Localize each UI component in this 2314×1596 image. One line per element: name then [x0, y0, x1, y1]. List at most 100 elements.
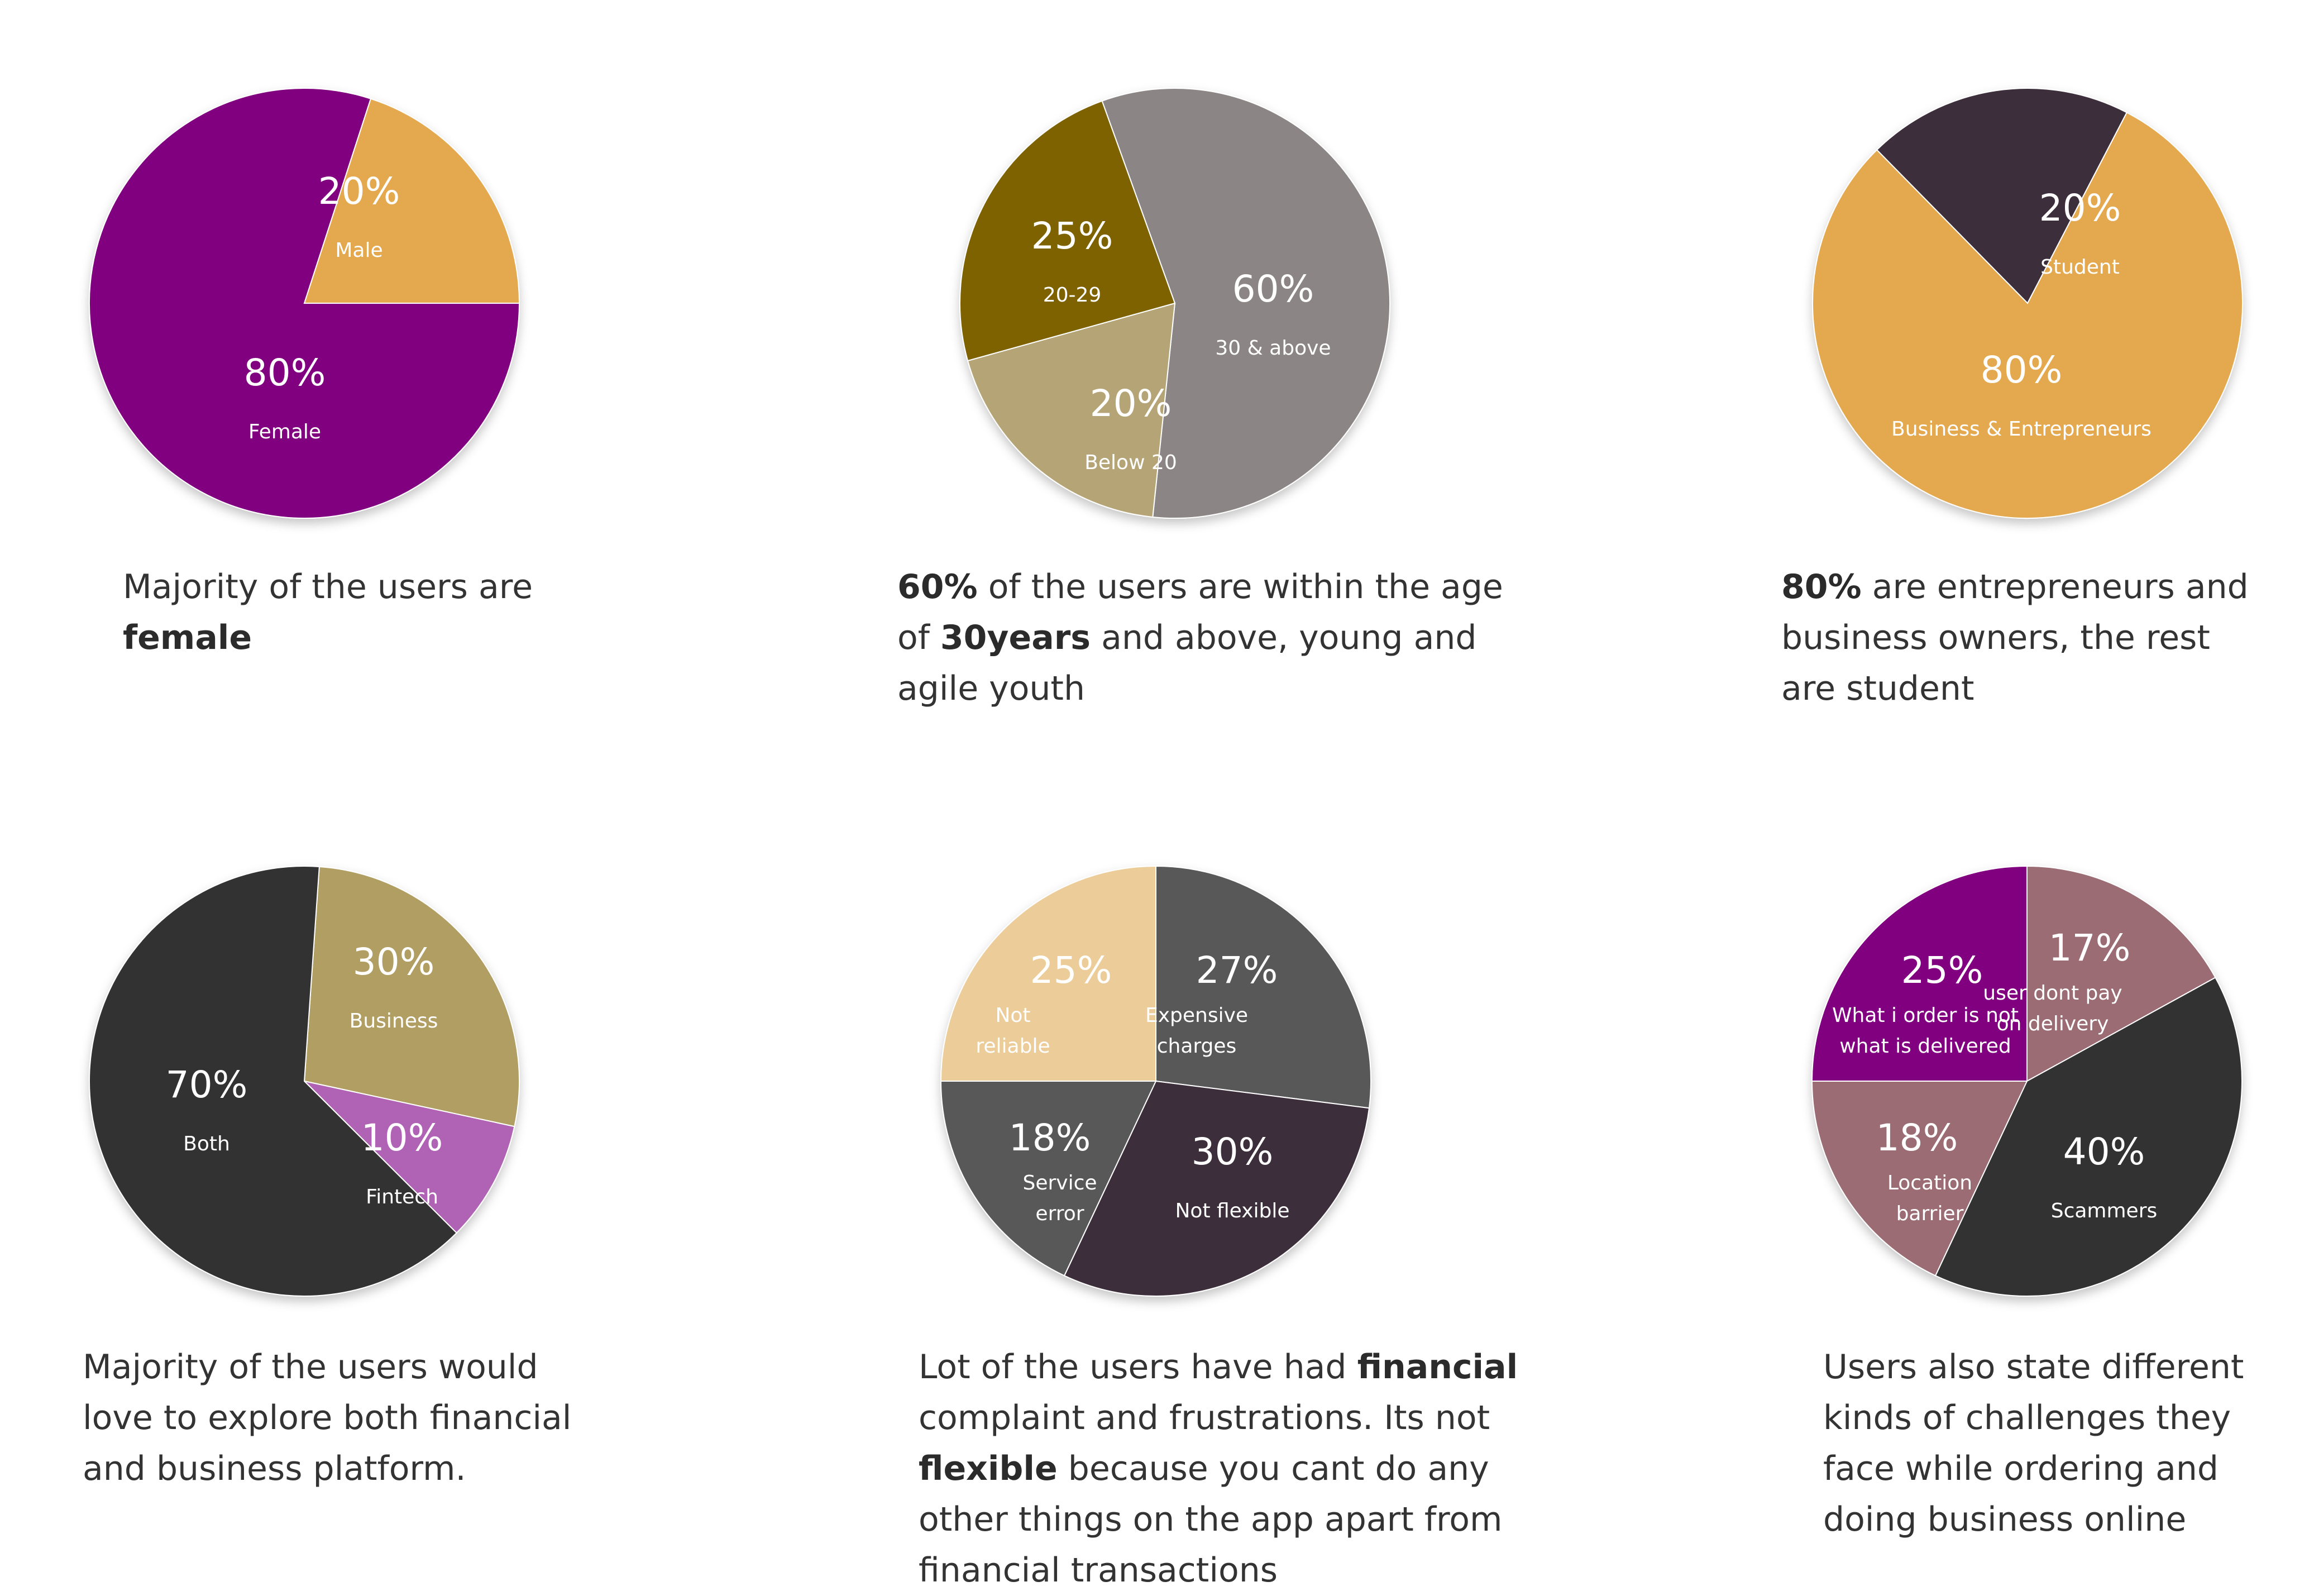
caption-emphasis: female [123, 618, 252, 657]
slice-label-not-flexible: Not flexible [1175, 1200, 1289, 1222]
slice-label-user-dont-pay-on-delivery: user dont pay [1983, 982, 2122, 1005]
slice-label-service-error: error [1035, 1202, 1084, 1225]
slice-label-business: Business [350, 1010, 438, 1033]
slice-label-expensive-charges: Expensive [1145, 1004, 1248, 1027]
slice-label-business-entrepreneurs: Business & Entrepreneurs [1891, 418, 2152, 441]
slice-label-male: Male [335, 239, 383, 262]
slice-percent-location-barrier: 18% [1876, 1116, 1958, 1159]
slice-label-not-reliable: Not [995, 1004, 1030, 1027]
pie-slice-not-flexible [1063, 1080, 1370, 1297]
caption-text: and above, young and [1091, 618, 1477, 657]
chart-caption-3: 80% are entrepreneurs and business owners… [1781, 562, 2284, 714]
caption-line: are student [1781, 663, 2284, 714]
caption-text: business owners, the rest [1781, 618, 2210, 657]
pie-slice-30-above [1101, 88, 1390, 519]
chart-caption-1: Majority of the users are female [123, 562, 625, 663]
slice-percent-30-above: 60% [1232, 267, 1314, 310]
pie-slice-below-20 [967, 302, 1176, 518]
pie-slice-scammers [1934, 977, 2243, 1297]
slice-label-student: Student [2040, 256, 2120, 279]
caption-text: Users also state different [1823, 1347, 2244, 1387]
caption-line: Lot of the users have had financial [919, 1342, 1561, 1393]
chart-caption-2: 60% of the users are within the age of 30… [897, 562, 1567, 714]
caption-line: and business platform. [83, 1444, 641, 1494]
caption-text: doing business online [1823, 1500, 2187, 1539]
chart-caption-4: Majority of the users would love to explo… [83, 1342, 641, 1494]
slice-percent-service-error: 18% [1009, 1116, 1091, 1159]
caption-line: agile youth [897, 663, 1567, 714]
pie-slice-service-error [940, 1081, 1157, 1277]
slice-percent-not-reliable: 25% [1030, 949, 1112, 992]
caption-text: Lot of the users have had [919, 1347, 1357, 1387]
slice-label-fintech: Fintech [366, 1186, 438, 1208]
caption-text: of the users are within the age [977, 567, 1503, 606]
pie-slice-business [303, 866, 520, 1127]
caption-emphasis: 30years [940, 618, 1091, 657]
slice-label-both: Both [183, 1133, 230, 1155]
pie-chart-6 [1811, 865, 2243, 1297]
caption-line: love to explore both financial [83, 1393, 641, 1444]
slice-label-female: Female [248, 420, 321, 443]
caption-text: because you cant do any [1057, 1449, 1489, 1488]
slice-percent-user-dont-pay-on-delivery: 17% [2049, 926, 2131, 969]
slice-label-20-29: 20-29 [1043, 284, 1102, 307]
caption-text: are student [1781, 669, 1974, 708]
caption-line: kinds of challenges they [1823, 1393, 2298, 1444]
caption-line: Majority of the users would [83, 1342, 641, 1393]
pie-slice-business-entrepreneurs [1812, 112, 2243, 519]
caption-line: 80% are entrepreneurs and [1781, 562, 2284, 613]
caption-line: business owners, the rest [1781, 613, 2284, 663]
caption-line: doing business online [1823, 1494, 2298, 1545]
slice-label-expensive-charges: charges [1157, 1035, 1237, 1058]
pie-labels-2: 60% 30 & above 20% Below 20 25% 20-29 [1031, 214, 1331, 474]
slice-label-below-20: Below 20 [1084, 451, 1177, 474]
caption-text: complaint and frustrations. Its not [919, 1398, 1490, 1437]
caption-text: love to explore both financial [83, 1398, 572, 1437]
slice-label-what-i-order-is-not-what-is-delivered: What i order is not [1832, 1004, 2019, 1027]
slice-percent-fintech: 10% [361, 1116, 443, 1159]
pie-labels-4: 30% Business 10% Fintech 70% Both [166, 940, 443, 1208]
chart-caption-5: Lot of the users have had financial compl… [919, 1342, 1561, 1596]
slice-percent-expensive-charges: 27% [1196, 949, 1278, 992]
slice-percent-scammers: 40% [2063, 1130, 2145, 1173]
caption-text: of [897, 618, 940, 657]
pie-slice-expensive-charges [1155, 865, 1371, 1109]
pie-chart-2 [959, 88, 1390, 519]
slice-label-location-barrier: barrier [1896, 1202, 1964, 1225]
caption-line: financial transactions [919, 1545, 1561, 1596]
slice-percent-female: 80% [244, 351, 326, 394]
caption-line: Users also state different [1823, 1342, 2298, 1393]
caption-line: face while ordering and [1823, 1444, 2298, 1494]
caption-text: face while ordering and [1823, 1449, 2219, 1488]
caption-text: are entrepreneurs and [1861, 567, 2249, 606]
caption-text: Majority of the users are [123, 567, 533, 606]
pie-chart-3 [1812, 88, 2243, 519]
slice-percent-20-29: 25% [1031, 214, 1113, 257]
slice-label-what-i-order-is-not-what-is-delivered: what is delivered [1839, 1035, 2011, 1058]
pie-slice-fintech [302, 1080, 515, 1234]
slice-percent-student: 20% [2039, 187, 2121, 230]
slice-label-service-error: Service [1022, 1172, 1097, 1194]
pie-slice-male [303, 98, 520, 304]
slice-percent-business-entrepreneurs: 80% [1981, 348, 2063, 391]
caption-line: of 30years and above, young and [897, 613, 1567, 663]
pie-slice-student [1876, 88, 2128, 304]
slice-percent-both: 70% [166, 1063, 248, 1106]
slice-percent-below-20: 20% [1090, 382, 1172, 425]
caption-emphasis: 60% [897, 567, 978, 606]
pie-chart-5 [940, 865, 1371, 1297]
caption-text: kinds of challenges they [1823, 1398, 2231, 1437]
caption-line: flexible because you cant do any [919, 1444, 1561, 1494]
caption-line: other things on the app apart from [919, 1494, 1561, 1545]
slice-percent-what-i-order-is-not-what-is-delivered: 25% [1901, 949, 1983, 992]
chart-caption-6: Users also state different kinds of chall… [1823, 1342, 2298, 1545]
caption-text: other things on the app apart from [919, 1500, 1503, 1539]
caption-text: and business platform. [83, 1449, 466, 1488]
caption-emphasis: 80% [1781, 567, 1862, 606]
slice-label-scammers: Scammers [2051, 1200, 2158, 1222]
caption-line: complaint and frustrations. Its not [919, 1393, 1561, 1444]
slice-label-not-reliable: reliable [976, 1035, 1050, 1058]
slice-label-30-above: 30 & above [1215, 337, 1331, 360]
caption-emphasis: flexible [919, 1449, 1058, 1488]
